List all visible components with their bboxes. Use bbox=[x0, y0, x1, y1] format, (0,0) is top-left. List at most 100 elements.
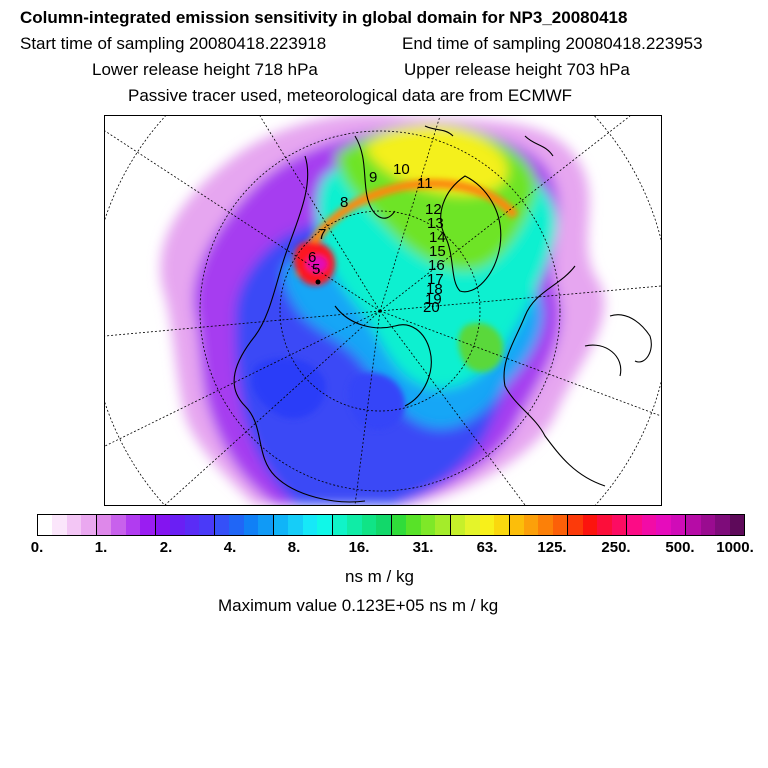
colorbar-swatch bbox=[317, 515, 333, 535]
coastline-eurasia bbox=[233, 155, 366, 503]
field-blue-inner-core bbox=[251, 357, 326, 419]
colorbar-swatch bbox=[670, 515, 687, 535]
colorbar-swatch bbox=[288, 515, 303, 535]
plot-title: Column-integrated emission sensitivity i… bbox=[20, 8, 628, 27]
colorbar-swatch bbox=[111, 515, 126, 535]
colorbar-swatch bbox=[302, 515, 318, 535]
coastline-scandinavia bbox=[354, 135, 396, 219]
coastline-siberia bbox=[334, 305, 432, 407]
hour-label-16: 16 bbox=[428, 257, 445, 274]
hour-label-11: 11 bbox=[417, 175, 433, 192]
colorbar-swatch bbox=[406, 515, 421, 535]
colorbar-swatch bbox=[479, 515, 495, 535]
hour-label-19: 19 bbox=[425, 291, 442, 308]
colorbar-swatch bbox=[199, 515, 215, 535]
colorbar-swatch bbox=[229, 515, 244, 535]
release-heights: Lower release height 718 hPa Upper relea… bbox=[92, 60, 630, 80]
field-green-patch bbox=[458, 322, 504, 372]
colorbar-swatch bbox=[81, 515, 97, 535]
hour-label-20: 20 bbox=[423, 299, 440, 316]
coastline-arctic-islands bbox=[424, 125, 652, 363]
end-time-text: End time of sampling 20080418.223953 bbox=[402, 34, 703, 53]
hour-label-12: 12 bbox=[425, 201, 442, 218]
hour-label-14: 14 bbox=[429, 229, 446, 246]
colorbar-tick-label: 2. bbox=[159, 539, 173, 556]
colorbar-swatch bbox=[140, 515, 156, 535]
colorbar-swatch bbox=[568, 515, 583, 535]
colorbar-tick-label: 16. bbox=[348, 539, 370, 556]
upper-release-text: Upper release height 703 hPa bbox=[404, 60, 630, 79]
field-magenta-core bbox=[307, 256, 327, 272]
colorbar-swatch bbox=[509, 515, 524, 535]
colorbar-swatch bbox=[465, 515, 480, 535]
hour-label-10: 10 bbox=[393, 161, 410, 178]
colorbar-swatch bbox=[125, 515, 141, 535]
colorbar-swatch bbox=[155, 515, 171, 535]
colorbar-swatch bbox=[273, 515, 289, 535]
coastline-greenland bbox=[440, 175, 502, 293]
colorbar-tick-label: 250. bbox=[601, 539, 631, 556]
colorbar-swatch bbox=[700, 515, 716, 535]
tracer-note: Passive tracer used, meteorological data… bbox=[128, 86, 573, 105]
colorbar-swatch bbox=[523, 515, 539, 535]
hour-label-5: 5 bbox=[312, 261, 320, 278]
hour-label-17: 17 bbox=[427, 271, 444, 288]
meridian-line bbox=[379, 285, 661, 312]
release-point-marker bbox=[315, 279, 321, 285]
colorbar-swatch bbox=[597, 515, 612, 535]
colorbar-swatch bbox=[582, 515, 598, 535]
colorbar-units: ns m / kg bbox=[345, 567, 414, 586]
maximum-value-text: Maximum value 0.123E+05 ns m / kg bbox=[218, 596, 499, 615]
lower-release-text: Lower release height 718 hPa bbox=[92, 60, 318, 79]
colorbar-swatch bbox=[450, 515, 466, 535]
colorbar-tick-label: 1000. bbox=[716, 539, 754, 556]
colorbar-swatch bbox=[184, 515, 200, 535]
coastline-north-america bbox=[503, 265, 622, 487]
colorbar-swatch bbox=[361, 515, 377, 535]
colorbar-tick-label: 4. bbox=[223, 539, 237, 556]
colorbar-swatch bbox=[376, 515, 392, 535]
field-yellow bbox=[365, 126, 508, 195]
hour-label-6: 6 bbox=[308, 249, 316, 266]
hour-label-15: 15 bbox=[429, 243, 446, 260]
meridian-line bbox=[354, 310, 381, 505]
start-time-text: Start time of sampling 20080418.223918 bbox=[20, 34, 327, 53]
colorbar-swatch bbox=[538, 515, 553, 535]
colorbar-swatch bbox=[729, 515, 745, 535]
colorbar-swatch bbox=[641, 515, 657, 535]
colorbar-swatch bbox=[435, 515, 451, 535]
graticule bbox=[105, 116, 661, 505]
hour-label-18: 18 bbox=[426, 281, 443, 298]
field-blue-inner-core-2 bbox=[348, 372, 405, 430]
colorbar-tick-label: 63. bbox=[476, 539, 498, 556]
colorbar-swatch bbox=[420, 515, 436, 535]
latitude-circle bbox=[279, 210, 481, 412]
colorbar-tick-label: 31. bbox=[412, 539, 434, 556]
colorbar-swatch bbox=[715, 515, 730, 535]
trajectory-labels: 8 9 10 11 12 13 14 15 16 17 18 19 20 7 6… bbox=[308, 161, 446, 316]
colorbar-swatch bbox=[243, 515, 259, 535]
hour-label-8: 8 bbox=[340, 194, 348, 211]
latitude-circle bbox=[199, 130, 561, 492]
colorbar-tick-label: 125. bbox=[537, 539, 567, 556]
colorbar-swatch bbox=[494, 515, 510, 535]
colorbar-swatch bbox=[391, 515, 407, 535]
coastlines bbox=[233, 125, 652, 503]
colorbar-swatch bbox=[552, 515, 569, 535]
sensitivity-map: 8 9 10 11 12 13 14 15 16 17 18 19 20 7 6… bbox=[104, 115, 662, 506]
meridian-line bbox=[164, 310, 381, 505]
sampling-times: Start time of sampling 20080418.223918 E… bbox=[20, 34, 703, 54]
sensitivity-field bbox=[160, 116, 605, 505]
colorbar-swatch bbox=[52, 515, 67, 535]
colorbar-swatch bbox=[656, 515, 671, 535]
meridian-line bbox=[379, 310, 526, 505]
colorbar bbox=[37, 514, 745, 536]
meridian-line bbox=[379, 116, 631, 312]
meridian-line bbox=[105, 130, 381, 312]
colorbar-swatch bbox=[214, 515, 230, 535]
meridian-line bbox=[379, 310, 661, 417]
hour-label-9: 9 bbox=[369, 169, 377, 186]
colorbar-tick-label: 0. bbox=[30, 539, 44, 556]
hour-label-7: 7 bbox=[318, 226, 326, 243]
colorbar-swatch bbox=[170, 515, 185, 535]
